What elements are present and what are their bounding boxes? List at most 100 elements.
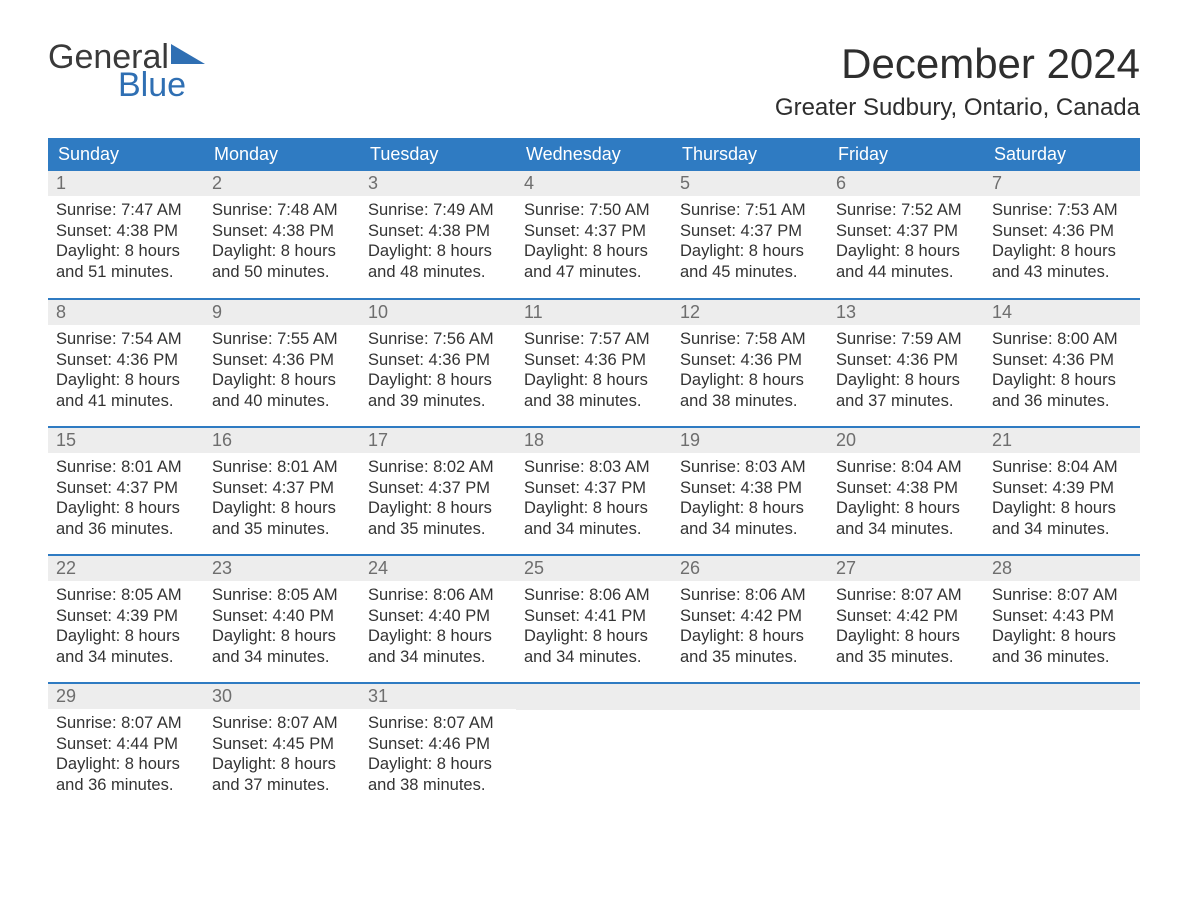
day-body: Sunrise: 7:57 AMSunset: 4:36 PMDaylight:… [516, 325, 672, 418]
sunset-line: Sunset: 4:38 PM [368, 221, 508, 242]
day-number: 25 [516, 556, 672, 581]
brand-logo: General Blue [48, 40, 205, 102]
sunrise-line: Sunrise: 7:50 AM [524, 200, 664, 221]
daylight-line-2: and 38 minutes. [368, 775, 508, 796]
daylight-line-1: Daylight: 8 hours [992, 626, 1132, 647]
sunset-line: Sunset: 4:37 PM [56, 478, 196, 499]
daylight-line-1: Daylight: 8 hours [836, 241, 976, 262]
day-number: 17 [360, 428, 516, 453]
daylight-line-1: Daylight: 8 hours [680, 626, 820, 647]
day-body: Sunrise: 7:58 AMSunset: 4:36 PMDaylight:… [672, 325, 828, 418]
day-number: 3 [360, 171, 516, 196]
calendar-cell: 3Sunrise: 7:49 AMSunset: 4:38 PMDaylight… [360, 171, 516, 299]
sunset-line: Sunset: 4:40 PM [368, 606, 508, 627]
daylight-line-2: and 34 minutes. [680, 519, 820, 540]
daylight-line-2: and 35 minutes. [368, 519, 508, 540]
day-body: Sunrise: 8:01 AMSunset: 4:37 PMDaylight:… [48, 453, 204, 546]
daylight-line-2: and 34 minutes. [368, 647, 508, 668]
day-body: Sunrise: 8:04 AMSunset: 4:39 PMDaylight:… [984, 453, 1140, 546]
daylight-line-2: and 43 minutes. [992, 262, 1132, 283]
sunrise-line: Sunrise: 8:07 AM [368, 713, 508, 734]
sunrise-line: Sunrise: 7:57 AM [524, 329, 664, 350]
sunrise-line: Sunrise: 8:01 AM [56, 457, 196, 478]
calendar-cell: 18Sunrise: 8:03 AMSunset: 4:37 PMDayligh… [516, 427, 672, 555]
sunset-line: Sunset: 4:36 PM [56, 350, 196, 371]
sunrise-line: Sunrise: 8:03 AM [680, 457, 820, 478]
sunrise-line: Sunrise: 8:06 AM [368, 585, 508, 606]
sunset-line: Sunset: 4:38 PM [212, 221, 352, 242]
daylight-line-2: and 44 minutes. [836, 262, 976, 283]
day-number: 27 [828, 556, 984, 581]
calendar-cell: 15Sunrise: 8:01 AMSunset: 4:37 PMDayligh… [48, 427, 204, 555]
calendar-cell: 1Sunrise: 7:47 AMSunset: 4:38 PMDaylight… [48, 171, 204, 299]
day-number: 31 [360, 684, 516, 709]
dayhead-fri: Friday [828, 138, 984, 171]
calendar-cell: 27Sunrise: 8:07 AMSunset: 4:42 PMDayligh… [828, 555, 984, 683]
daylight-line-1: Daylight: 8 hours [368, 754, 508, 775]
day-number-empty [828, 684, 984, 710]
sunrise-line: Sunrise: 7:53 AM [992, 200, 1132, 221]
sunrise-line: Sunrise: 7:55 AM [212, 329, 352, 350]
dayhead-sun: Sunday [48, 138, 204, 171]
sunrise-line: Sunrise: 7:59 AM [836, 329, 976, 350]
daylight-line-1: Daylight: 8 hours [368, 370, 508, 391]
calendar-cell: 4Sunrise: 7:50 AMSunset: 4:37 PMDaylight… [516, 171, 672, 299]
daylight-line-2: and 35 minutes. [212, 519, 352, 540]
calendar-cell: 6Sunrise: 7:52 AMSunset: 4:37 PMDaylight… [828, 171, 984, 299]
location-subtitle: Greater Sudbury, Ontario, Canada [775, 94, 1140, 122]
daylight-line-1: Daylight: 8 hours [368, 241, 508, 262]
calendar-cell: 26Sunrise: 8:06 AMSunset: 4:42 PMDayligh… [672, 555, 828, 683]
daylight-line-2: and 38 minutes. [680, 391, 820, 412]
dayhead-tue: Tuesday [360, 138, 516, 171]
daylight-line-1: Daylight: 8 hours [56, 370, 196, 391]
calendar-cell: 5Sunrise: 7:51 AMSunset: 4:37 PMDaylight… [672, 171, 828, 299]
day-number: 22 [48, 556, 204, 581]
calendar-cell: 28Sunrise: 8:07 AMSunset: 4:43 PMDayligh… [984, 555, 1140, 683]
daylight-line-1: Daylight: 8 hours [992, 498, 1132, 519]
sunrise-line: Sunrise: 8:06 AM [680, 585, 820, 606]
sunset-line: Sunset: 4:36 PM [524, 350, 664, 371]
sunrise-line: Sunrise: 8:03 AM [524, 457, 664, 478]
sunset-line: Sunset: 4:40 PM [212, 606, 352, 627]
sunrise-line: Sunrise: 7:47 AM [56, 200, 196, 221]
day-body: Sunrise: 8:07 AMSunset: 4:42 PMDaylight:… [828, 581, 984, 674]
day-body: Sunrise: 8:03 AMSunset: 4:37 PMDaylight:… [516, 453, 672, 546]
day-number: 9 [204, 300, 360, 325]
daylight-line-1: Daylight: 8 hours [368, 498, 508, 519]
day-body: Sunrise: 7:49 AMSunset: 4:38 PMDaylight:… [360, 196, 516, 289]
daylight-line-2: and 36 minutes. [56, 519, 196, 540]
day-number: 16 [204, 428, 360, 453]
day-body: Sunrise: 7:52 AMSunset: 4:37 PMDaylight:… [828, 196, 984, 289]
daylight-line-2: and 34 minutes. [836, 519, 976, 540]
day-number: 10 [360, 300, 516, 325]
daylight-line-1: Daylight: 8 hours [992, 370, 1132, 391]
calendar-cell: 17Sunrise: 8:02 AMSunset: 4:37 PMDayligh… [360, 427, 516, 555]
calendar-week: 22Sunrise: 8:05 AMSunset: 4:39 PMDayligh… [48, 555, 1140, 683]
day-body: Sunrise: 8:03 AMSunset: 4:38 PMDaylight:… [672, 453, 828, 546]
sunset-line: Sunset: 4:44 PM [56, 734, 196, 755]
sunrise-line: Sunrise: 8:07 AM [56, 713, 196, 734]
sunrise-line: Sunrise: 7:54 AM [56, 329, 196, 350]
sunrise-line: Sunrise: 8:07 AM [212, 713, 352, 734]
sunrise-line: Sunrise: 7:48 AM [212, 200, 352, 221]
day-number: 21 [984, 428, 1140, 453]
daylight-line-2: and 35 minutes. [680, 647, 820, 668]
calendar-cell [984, 683, 1140, 811]
sunset-line: Sunset: 4:39 PM [56, 606, 196, 627]
calendar-cell: 12Sunrise: 7:58 AMSunset: 4:36 PMDayligh… [672, 299, 828, 427]
sunset-line: Sunset: 4:38 PM [680, 478, 820, 499]
day-number: 29 [48, 684, 204, 709]
sunset-line: Sunset: 4:39 PM [992, 478, 1132, 499]
day-number: 26 [672, 556, 828, 581]
daylight-line-1: Daylight: 8 hours [680, 498, 820, 519]
daylight-line-2: and 38 minutes. [524, 391, 664, 412]
calendar-cell: 10Sunrise: 7:56 AMSunset: 4:36 PMDayligh… [360, 299, 516, 427]
calendar-table: Sunday Monday Tuesday Wednesday Thursday… [48, 138, 1140, 811]
daylight-line-2: and 37 minutes. [836, 391, 976, 412]
daylight-line-2: and 50 minutes. [212, 262, 352, 283]
header: General Blue December 2024 Greater Sudbu… [48, 40, 1140, 132]
day-number: 5 [672, 171, 828, 196]
daylight-line-1: Daylight: 8 hours [680, 241, 820, 262]
daylight-line-1: Daylight: 8 hours [368, 626, 508, 647]
dayhead-mon: Monday [204, 138, 360, 171]
